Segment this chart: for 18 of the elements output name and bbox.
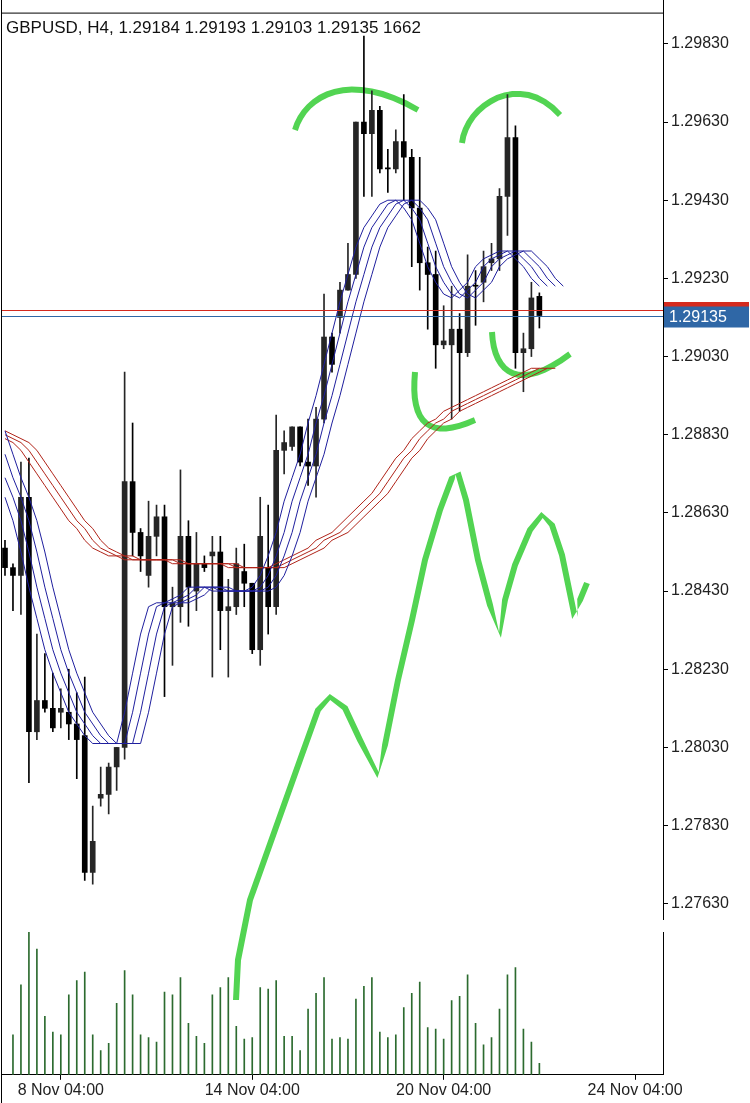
- y-tick-label: 1.29830: [671, 34, 729, 52]
- y-tick-label: 1.29230: [671, 268, 729, 286]
- chart-title: GBPUSD, H4, 1.29184 1.29193 1.29103 1.29135 1662: [6, 17, 421, 37]
- x-tick-label: 20 Nov 04:00: [396, 1080, 492, 1098]
- x-tick-label: 8 Nov 04:00: [17, 1080, 105, 1098]
- y-tick-label: 1.29630: [671, 112, 729, 130]
- y-tick-label: 1.27830: [671, 816, 729, 833]
- y-tick-label: 1.28230: [671, 659, 729, 677]
- y-tick-label: 1.27630: [671, 894, 729, 912]
- y-tick-label: 1.28630: [671, 503, 729, 521]
- x-tick-label: 14 Nov 04:00: [204, 1080, 300, 1098]
- y-tick-label: 1.29430: [671, 190, 729, 208]
- ref-line-label: 1.29135: [669, 307, 727, 325]
- y-tick-label: 1.28830: [671, 425, 729, 443]
- y-tick-label: 1.28430: [671, 581, 729, 599]
- y-tick-label: 1.29030: [671, 346, 729, 364]
- y-tick-label: 1.28030: [671, 737, 729, 755]
- x-tick-label: 24 Nov 04:00: [587, 1080, 683, 1098]
